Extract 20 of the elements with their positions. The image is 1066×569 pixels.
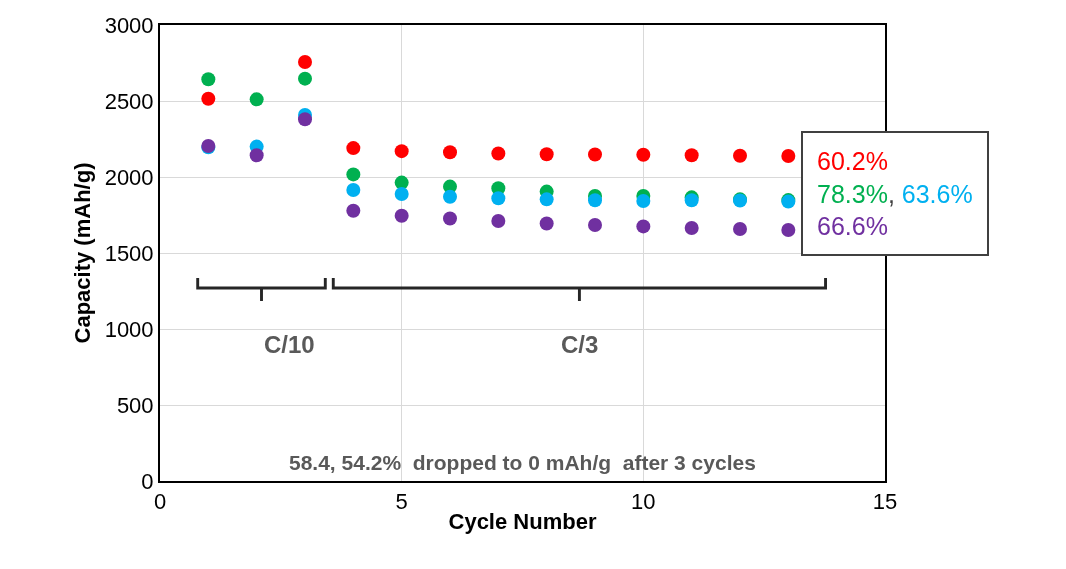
y-tick-label: 1000 bbox=[104, 316, 154, 342]
annotation: C/10 bbox=[264, 331, 315, 358]
y-axis-title: Capacity (mAh/g) bbox=[69, 162, 95, 344]
x-axis-title: Cycle Number bbox=[448, 508, 597, 534]
y-tick-label: 2000 bbox=[104, 164, 154, 190]
annotation: C/3 bbox=[561, 331, 599, 358]
y-tick-label: 500 bbox=[116, 392, 154, 418]
text: , bbox=[887, 179, 902, 208]
x-tick-label: 5 bbox=[395, 489, 408, 515]
series-label: 60.2% bbox=[817, 147, 888, 175]
y-tick-label: 0 bbox=[141, 468, 154, 494]
y-tick-label: 1500 bbox=[104, 240, 154, 266]
y-tick-label: 3000 bbox=[104, 12, 154, 38]
series-label: 78.3% bbox=[817, 179, 888, 208]
series-label: 66.6% bbox=[817, 212, 888, 240]
text: 63.6% bbox=[901, 179, 973, 208]
y-tick-label: 2500 bbox=[104, 88, 154, 114]
annotation: 58.4, 54.2% dropped to 0 mAh/g after 3 cycles bbox=[289, 451, 756, 474]
x-tick-label: 15 bbox=[872, 489, 898, 515]
x-tick-label: 10 bbox=[631, 489, 656, 515]
